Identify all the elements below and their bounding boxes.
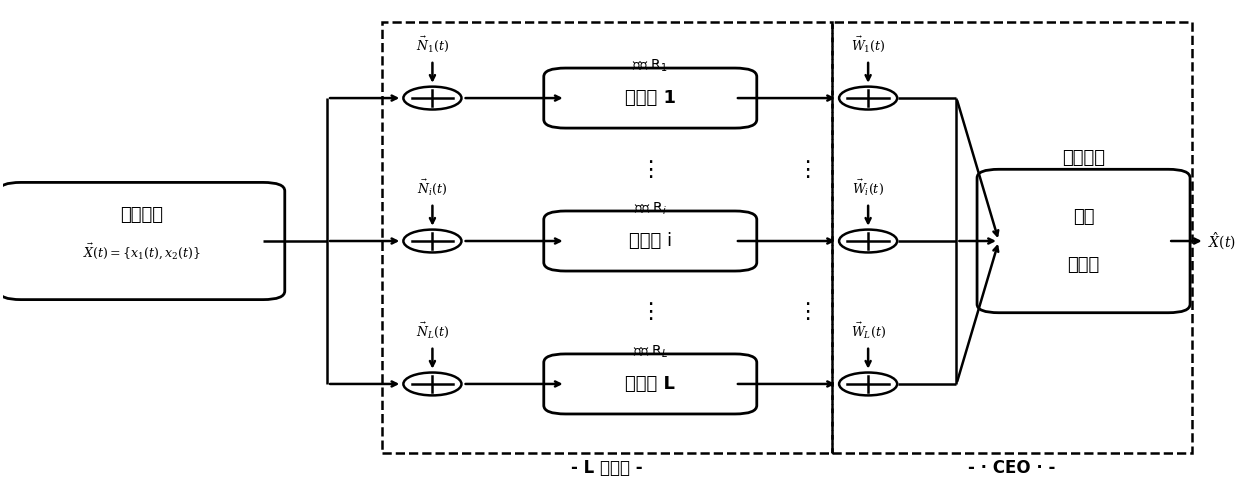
Circle shape: [403, 87, 461, 109]
Text: 编码器 1: 编码器 1: [625, 89, 676, 107]
Circle shape: [839, 373, 898, 395]
Text: 目的节点: 目的节点: [1061, 149, 1105, 166]
Text: 联合信源: 联合信源: [120, 206, 164, 224]
FancyBboxPatch shape: [0, 182, 285, 300]
Text: ⋮: ⋮: [796, 160, 818, 180]
FancyBboxPatch shape: [544, 211, 756, 271]
Circle shape: [839, 229, 898, 253]
Text: 中继 R$_1$: 中继 R$_1$: [632, 58, 668, 74]
Circle shape: [403, 229, 461, 253]
Text: ⋮: ⋮: [796, 302, 818, 322]
Text: 编码器 L: 编码器 L: [625, 375, 676, 393]
Text: 编码器 i: 编码器 i: [629, 232, 672, 250]
Text: $\vec{W}_i(t)$: $\vec{W}_i(t)$: [852, 177, 884, 197]
FancyBboxPatch shape: [977, 169, 1190, 313]
Text: - L 个代理 -: - L 个代理 -: [570, 459, 642, 477]
Text: $\vec{N}_1(t)$: $\vec{N}_1(t)$: [415, 34, 449, 54]
Text: $\vec{X}(t)=\{x_1(t),x_2(t)\}$: $\vec{X}(t)=\{x_1(t),x_2(t)\}$: [83, 242, 201, 261]
Text: ⋮: ⋮: [639, 302, 661, 322]
Text: $\vec{N}_L(t)$: $\vec{N}_L(t)$: [415, 320, 449, 340]
FancyBboxPatch shape: [544, 354, 756, 414]
FancyBboxPatch shape: [544, 68, 756, 128]
Text: 解码器: 解码器: [1068, 256, 1100, 274]
Text: $\vec{W}_1(t)$: $\vec{W}_1(t)$: [851, 34, 885, 54]
Text: ⋮: ⋮: [639, 160, 661, 180]
Circle shape: [839, 87, 898, 109]
Text: 中继 R$_i$: 中继 R$_i$: [634, 200, 667, 217]
Text: $\vec{N}_i(t)$: $\vec{N}_i(t)$: [418, 177, 448, 197]
Text: $\hat{X}(t)$: $\hat{X}(t)$: [1208, 230, 1236, 252]
Text: 中继 R$_L$: 中继 R$_L$: [632, 343, 668, 360]
Text: - · CEO · -: - · CEO · -: [968, 459, 1055, 477]
Text: 联合: 联合: [1073, 208, 1095, 226]
Text: $\vec{W}_L(t)$: $\vec{W}_L(t)$: [851, 320, 885, 340]
Circle shape: [403, 373, 461, 395]
